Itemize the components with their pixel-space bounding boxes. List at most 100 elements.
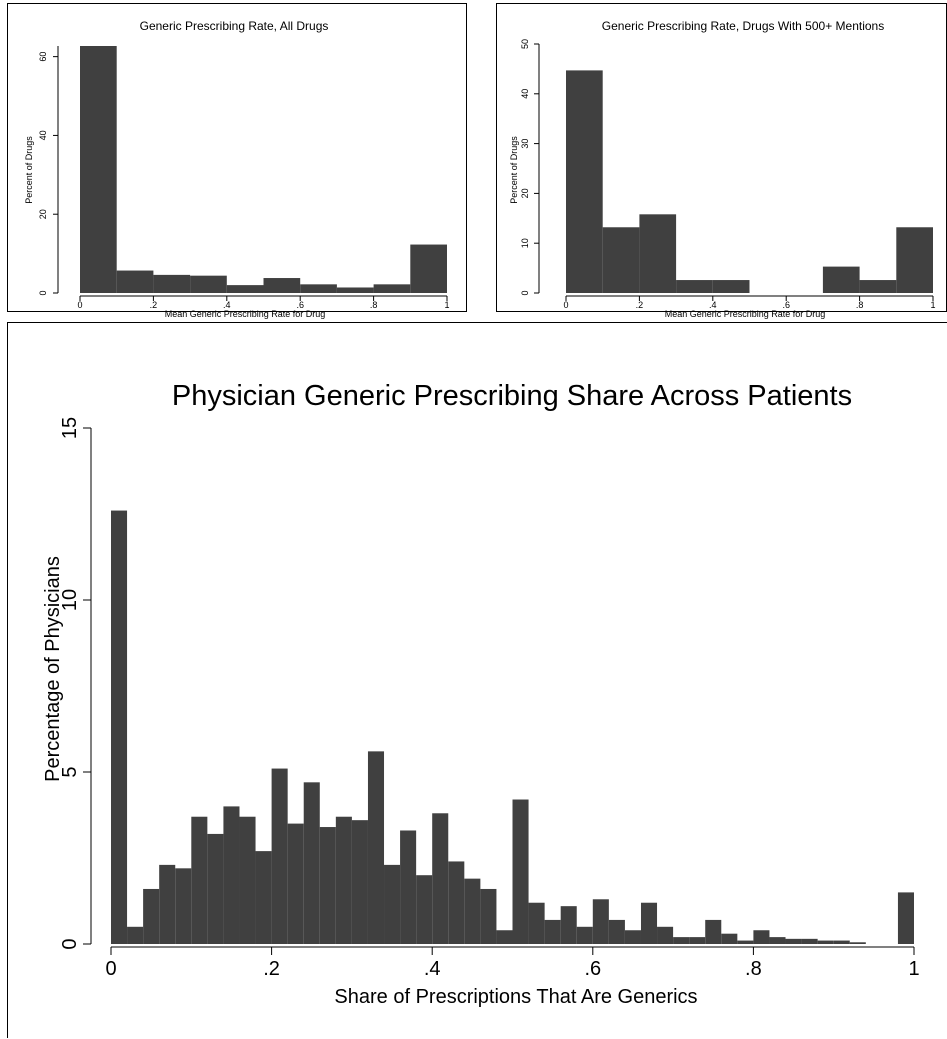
histogram-bar [753, 930, 770, 944]
histogram-bar [416, 875, 433, 944]
histogram-physician-share: Physician Generic Prescribing Share Acro… [42, 380, 920, 1008]
histogram-bar [859, 280, 897, 293]
histogram-bar [785, 938, 802, 944]
x-tick-label: .6 [584, 958, 601, 980]
histogram-bar [657, 926, 674, 944]
histogram-bar [480, 888, 497, 944]
histogram-bar [319, 827, 336, 944]
y-axis-label: Percent of Drugs [509, 136, 519, 204]
histogram-bar [143, 888, 160, 944]
histogram-bar [464, 878, 481, 944]
y-tick-label: 20 [520, 188, 530, 198]
x-tick-label: 1 [930, 300, 935, 310]
x-tick-label: .8 [856, 300, 864, 310]
x-tick-label: .2 [263, 958, 280, 980]
x-tick-label: .6 [782, 300, 790, 310]
histogram-bar [817, 940, 834, 944]
y-tick-label: 10 [59, 589, 81, 611]
y-tick-label: 50 [520, 39, 530, 49]
histogram-bar [640, 902, 658, 944]
histogram-bar [496, 930, 513, 944]
chart-title: Physician Generic Prescribing Share Acro… [172, 380, 852, 412]
histogram-bar [602, 227, 640, 293]
y-tick-label: 40 [520, 89, 530, 99]
histogram-bar [769, 937, 786, 944]
histogram-bar [544, 919, 561, 944]
chart-panel-physician-share: Physician Generic Prescribing Share Acro… [7, 322, 947, 1038]
histogram-bar [207, 833, 224, 944]
histogram-bar [303, 782, 320, 944]
x-tick-label: 0 [77, 300, 82, 310]
x-axis-label: Share of Prescriptions That Are Generics [334, 986, 697, 1008]
x-tick-label: 0 [105, 958, 116, 980]
histogram-500-mentions: Generic Prescribing Rate, Drugs With 500… [509, 19, 936, 319]
chart-title: Generic Prescribing Rate, All Drugs [140, 19, 329, 33]
histogram-bar [226, 285, 264, 293]
histogram-bar [373, 284, 411, 293]
histogram-bar [592, 899, 609, 944]
y-axis-label: Percent of Drugs [24, 136, 34, 204]
histogram-bar [175, 868, 192, 944]
histogram-bar [80, 46, 117, 293]
histogram-bar [153, 274, 191, 293]
x-tick-label: 1 [908, 958, 919, 980]
histogram-bar [190, 275, 227, 293]
histogram-bar [127, 926, 144, 944]
histogram-bar [896, 227, 933, 293]
x-tick-label: .8 [370, 300, 378, 310]
histogram-bar [673, 937, 690, 944]
histogram-bar [255, 851, 272, 944]
histogram-bar [705, 919, 722, 944]
histogram-bar [624, 930, 641, 944]
histogram-bar [448, 861, 465, 944]
x-tick-label: .2 [636, 300, 644, 310]
y-tick-label: 20 [38, 209, 48, 219]
histogram-bar [512, 799, 529, 944]
histogram-bar [159, 864, 176, 944]
histogram-bar [116, 270, 154, 293]
histogram-bar [721, 933, 738, 944]
y-tick-label: 0 [520, 290, 530, 295]
histogram-bar [576, 926, 593, 944]
histogram-bar [676, 280, 713, 293]
histogram-bar [263, 278, 301, 293]
histogram-bar [801, 938, 818, 944]
histogram-bar [833, 940, 850, 944]
histogram-bar [897, 892, 914, 944]
histogram-bar [336, 287, 374, 293]
y-tick-label: 10 [520, 238, 530, 248]
y-axis-label: Percentage of Physicians [42, 556, 64, 782]
histogram-bar [639, 214, 677, 293]
x-tick-label: .4 [709, 300, 717, 310]
histogram-bar [400, 830, 417, 944]
histogram-bar [737, 940, 754, 944]
histogram-all-drugs: Generic Prescribing Rate, All Drugs Perc… [24, 19, 450, 319]
chart-panel-500-mentions: Generic Prescribing Rate, Drugs With 500… [496, 3, 947, 319]
x-tick-label: 1 [444, 300, 449, 310]
x-tick-label: .8 [745, 958, 762, 980]
histogram-bar [271, 768, 288, 944]
histogram-bar [566, 70, 603, 293]
y-tick-label: 15 [59, 417, 81, 439]
y-tick-label: 0 [38, 290, 48, 295]
y-tick-label: 0 [59, 938, 81, 949]
y-tick-label: 60 [38, 52, 48, 62]
histogram-bar [849, 942, 866, 944]
histogram-bar [712, 280, 750, 293]
histogram-bar [239, 816, 256, 944]
histogram-bar [300, 284, 337, 293]
x-axis-label: Mean Generic Prescribing Rate for Drug [165, 309, 326, 319]
x-tick-label: 0 [563, 300, 568, 310]
histogram-bar [335, 816, 352, 944]
histogram-bar [432, 813, 449, 944]
y-tick-label: 5 [59, 766, 81, 777]
histogram-bar [689, 937, 706, 944]
chart-panel-all-drugs: Generic Prescribing Rate, All Drugs Perc… [7, 3, 467, 319]
x-tick-label: .6 [296, 300, 304, 310]
x-axis-label: Mean Generic Prescribing Rate for Drug [665, 309, 826, 319]
x-tick-label: .4 [424, 958, 441, 980]
histogram-bar [410, 244, 447, 293]
histogram-bar [608, 919, 625, 944]
histogram-bar [351, 820, 368, 944]
histogram-bar [223, 806, 240, 944]
